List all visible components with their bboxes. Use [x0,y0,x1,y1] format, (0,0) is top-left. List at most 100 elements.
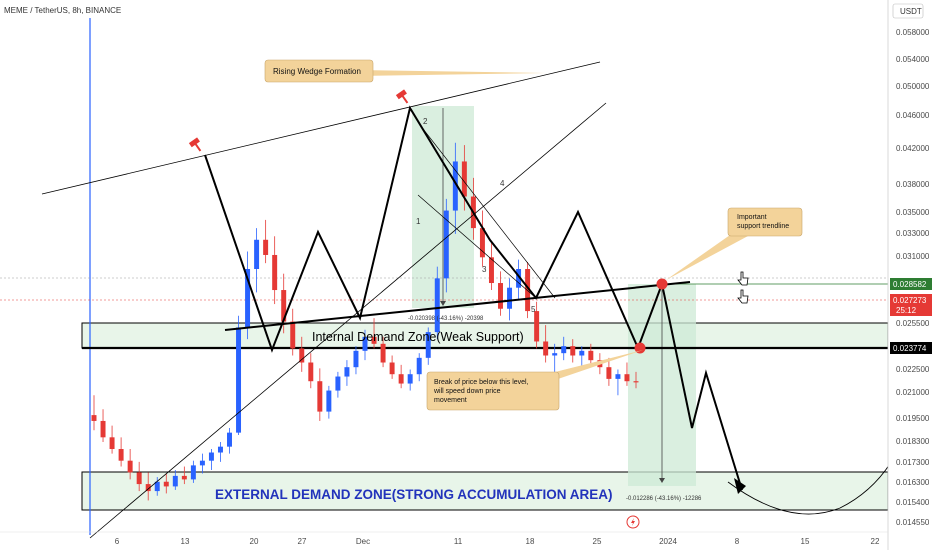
candle-up [344,367,350,377]
candle-down [290,321,296,349]
y-tick-label: 0.017300 [896,458,930,467]
candle-up [172,475,178,487]
measure-text-2: -0.012286 (-43.16%) -12286 [626,496,702,502]
measure-arrowhead-2 [659,478,665,483]
candle-down [606,367,612,379]
y-tick-label: 0.025500 [896,319,930,328]
channel-upper-line [419,124,556,299]
candle-down [380,343,386,363]
wedge-callout-text: Rising Wedge Formation [273,67,361,76]
candle-up [552,353,558,356]
candle-down [308,362,314,382]
x-tick-label: 25 [593,537,602,546]
lightning-icon[interactable] [626,515,640,529]
candle-up [443,210,449,279]
candle-down [525,269,531,312]
x-tick-label: 6 [115,537,120,546]
projection-arrowhead [734,478,746,494]
y-tick-label: 0.035000 [896,208,930,217]
candle-down [498,283,503,309]
candle-up [615,374,621,379]
symbol-header: MEME / TetherUS, 8h, BINANCE [4,6,121,15]
candle-down [100,420,106,438]
y-ticks: 0.058000 0.054000 0.050000 0.046000 0.042000… [896,28,930,527]
pin-icon [395,89,409,104]
wave-label-3: 3 [482,265,487,274]
candle-down [588,350,594,361]
candle-down [570,346,576,356]
candle-up [353,350,359,368]
candle-up [362,336,368,351]
candle-up [227,432,232,447]
pin-icon [188,137,202,152]
y-tick-label: 0.022500 [896,365,930,374]
candle-up [190,465,196,480]
candle-up [335,376,341,391]
y-tick-label: 0.021000 [896,388,930,397]
candle-up [199,460,205,466]
zone-break-marker [634,342,646,354]
y-tick-label: 0.033000 [896,229,930,238]
currency-label: USDT [900,7,922,16]
candle-down [109,437,115,450]
candle-up [208,452,214,461]
x-tick-label: Dec [356,537,370,546]
hand-cursor-icon[interactable] [737,289,749,304]
candle-down [281,290,287,322]
support-break-marker [656,278,668,290]
hand-cursor-icon[interactable] [737,271,749,286]
y-tick-label: 0.016300 [896,478,930,487]
wave-label-5: 5 [531,305,536,314]
candle-down [479,228,485,258]
candle-down [181,475,187,480]
accumulation-curve [727,445,901,515]
price-badge-green-text: 0.028582 [893,280,927,289]
candle-up [416,357,422,375]
candle-down [91,415,97,421]
candle-up [217,446,223,453]
break-callout-text: Break of price below this level, will spe… [433,379,529,404]
wedge-lower-line [89,102,607,539]
wedge-callout-pointer [355,70,546,76]
internal-demand-zone [81,322,889,349]
candle-up [516,269,522,288]
y-tick-label: 0.014550 [896,518,930,527]
candle-up [154,481,160,492]
price-badge-red-timer: 25:12 [896,306,917,315]
y-tick-label: 0.058000 [896,28,930,37]
y-tick-label: 0.054000 [896,55,930,64]
candle-down [633,381,639,383]
candle-down [398,374,404,384]
wedge-callout [264,59,374,83]
support-callout [727,207,803,237]
candle-down [263,239,269,255]
candle-down [371,336,377,344]
candle-down [272,254,278,291]
price-axis[interactable] [888,0,932,550]
currency-badge[interactable] [892,3,924,19]
candle-up [434,278,440,333]
candle-up [407,374,413,384]
price-badge-red: 0.027273 25:12 [890,294,932,316]
x-tick-label: 18 [526,537,535,546]
wave-label-4: 4 [500,179,505,188]
y-tick-label: 0.031000 [896,252,930,261]
candle-up [579,350,585,356]
candle-down [118,449,124,461]
candle-up [425,332,431,358]
candle-down [136,472,142,485]
y-tick-label: 0.015400 [896,498,930,507]
candle-down [488,257,494,284]
y-tick-label: 0.050000 [896,82,930,91]
wedge-upper-line [41,61,601,195]
y-tick-label: 0.046000 [896,111,930,120]
x-tick-label: 13 [181,537,190,546]
candle-up [326,390,332,412]
candle-down [624,374,630,382]
support-callout-pointer [666,228,748,280]
external-demand-zone [81,471,889,511]
candle-down [461,161,467,197]
external-zone-label: EXTERNAL DEMAND ZONE(STRONG ACCUMULATION… [215,487,613,502]
x-tick-label: 20 [250,537,259,546]
